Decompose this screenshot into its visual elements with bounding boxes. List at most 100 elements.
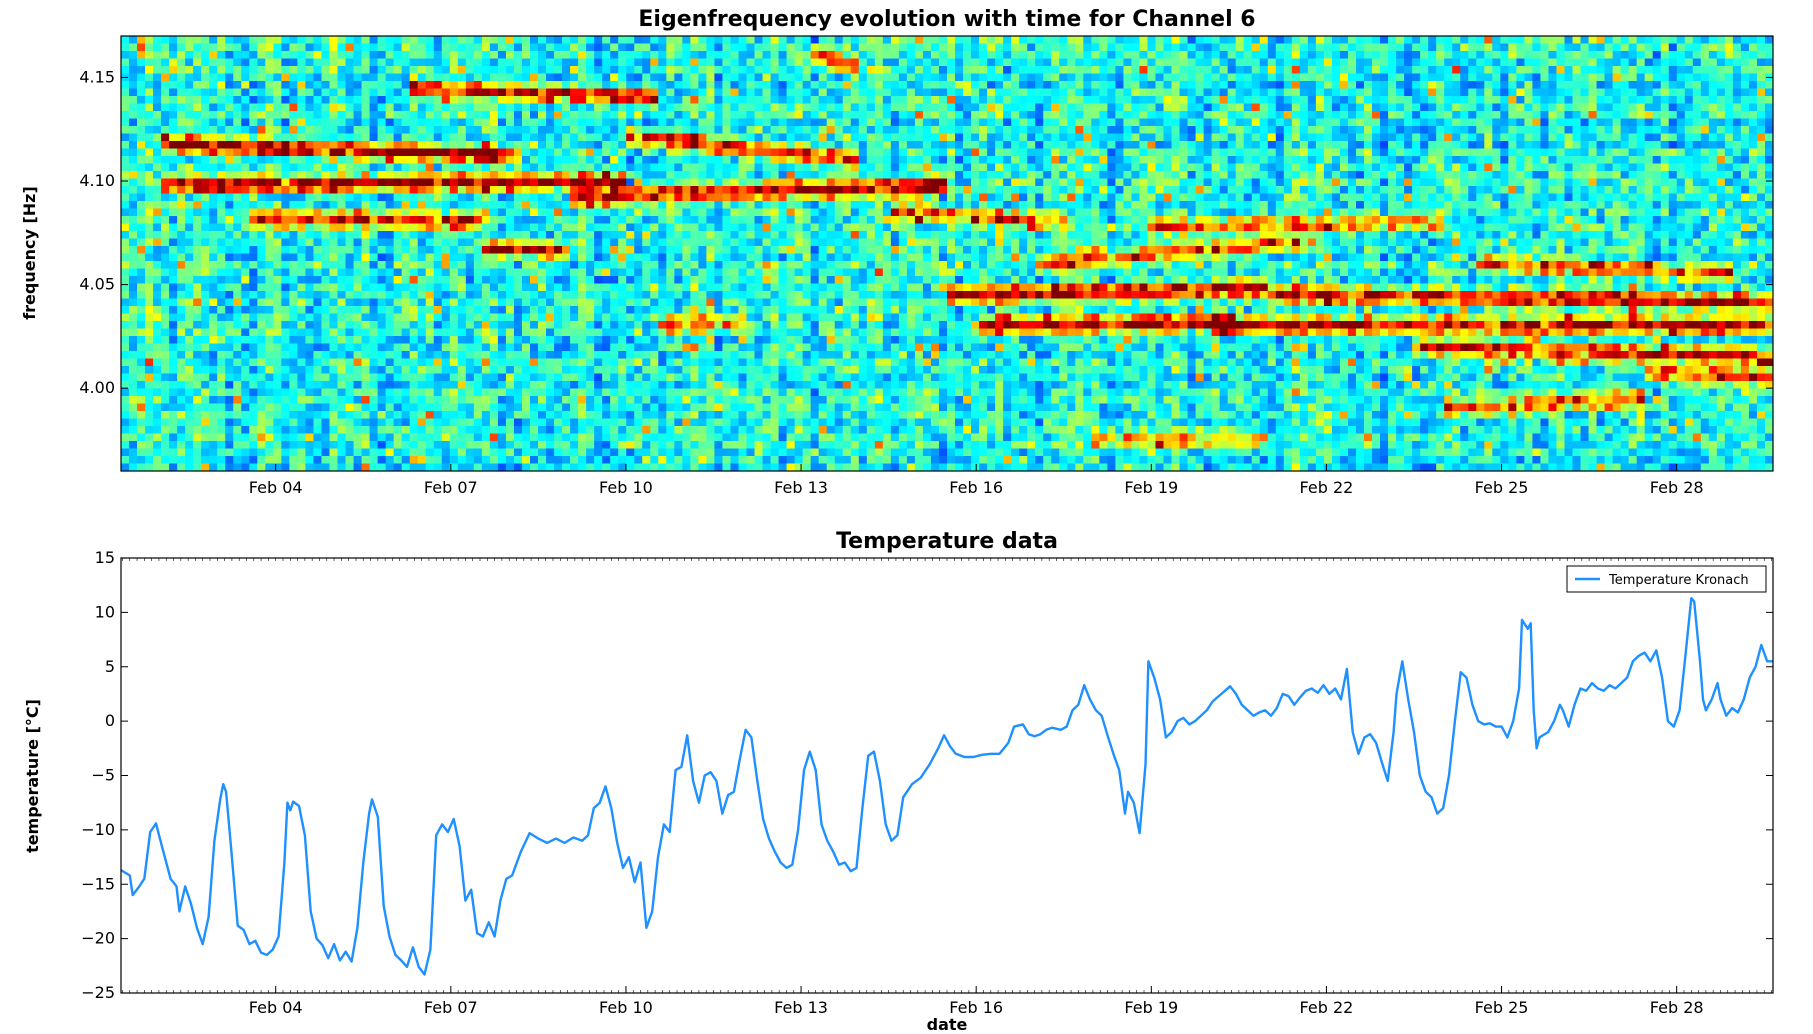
heatmap-cell bbox=[305, 88, 315, 97]
heatmap-cell bbox=[305, 133, 315, 142]
heatmap-cell bbox=[746, 418, 756, 427]
heatmap-cell bbox=[738, 403, 748, 412]
heatmap-cell bbox=[738, 163, 748, 172]
heatmap-cell bbox=[185, 253, 194, 262]
heatmap-cell bbox=[666, 463, 675, 471]
heatmap-cell bbox=[433, 396, 443, 405]
heatmap-cell bbox=[457, 306, 467, 315]
heatmap-cell bbox=[449, 66, 459, 75]
heatmap-cell bbox=[722, 231, 732, 240]
heatmap-cell bbox=[626, 51, 635, 60]
heatmap-cell bbox=[706, 433, 716, 442]
heatmap-cell bbox=[177, 148, 186, 157]
heatmap-cell bbox=[618, 463, 627, 471]
heatmap-cell bbox=[794, 171, 804, 180]
heatmap-cell bbox=[682, 148, 691, 157]
heatmap-cell bbox=[241, 298, 250, 307]
heatmap-cell bbox=[201, 328, 210, 337]
heatmap-cell bbox=[554, 328, 563, 337]
heatmap-cell bbox=[682, 396, 691, 405]
heatmap-cell bbox=[618, 276, 627, 285]
heatmap-cell bbox=[457, 366, 467, 375]
heatmap-cell bbox=[538, 441, 547, 450]
heatmap-cell bbox=[417, 201, 427, 210]
heatmap-cell bbox=[241, 238, 250, 247]
heatmap-cell bbox=[281, 133, 291, 142]
heatmap-cell bbox=[602, 141, 611, 150]
heatmap-cell bbox=[145, 433, 154, 442]
heatmap-cell bbox=[425, 283, 435, 292]
heatmap-cell bbox=[425, 103, 435, 112]
heatmap-cell bbox=[746, 283, 756, 292]
heatmap-cell bbox=[802, 358, 812, 367]
heatmap-cell bbox=[185, 178, 194, 187]
heatmap-cell bbox=[257, 58, 266, 67]
heatmap-cell bbox=[706, 238, 716, 247]
heatmap-cell bbox=[754, 441, 764, 450]
heatmap-cell bbox=[193, 373, 202, 382]
heatmap-cell bbox=[762, 118, 772, 127]
heatmap-cell bbox=[321, 216, 331, 225]
heatmap-cell bbox=[193, 433, 202, 442]
heatmap-cell bbox=[578, 441, 587, 450]
heatmap-cell bbox=[193, 231, 202, 240]
heatmap-cell bbox=[786, 171, 796, 180]
heatmap-cell bbox=[562, 43, 571, 52]
heatmap-cell bbox=[161, 276, 170, 285]
heatmap-cell bbox=[746, 111, 756, 120]
heatmap-cell bbox=[554, 178, 563, 187]
heatmap-cell bbox=[794, 73, 804, 82]
heatmap-cell bbox=[441, 216, 451, 225]
heatmap-cell bbox=[714, 96, 724, 105]
heatmap-cell bbox=[634, 231, 643, 240]
heatmap-cell bbox=[433, 253, 443, 262]
heatmap-cell bbox=[578, 253, 587, 262]
heatmap-cell bbox=[145, 313, 154, 322]
heatmap-cell bbox=[481, 246, 491, 255]
heatmap-cell bbox=[538, 193, 547, 202]
heatmap-cell bbox=[497, 328, 507, 337]
heatmap-cell bbox=[650, 238, 659, 247]
heatmap-cell bbox=[361, 358, 371, 367]
heatmap-cell bbox=[562, 463, 571, 471]
heatmap-cell bbox=[473, 238, 483, 247]
heatmap-cell bbox=[738, 186, 748, 195]
heatmap-cell bbox=[698, 328, 708, 337]
heatmap-cell bbox=[169, 223, 178, 232]
heatmap-cell bbox=[465, 358, 475, 367]
heatmap-cell bbox=[329, 81, 339, 90]
heatmap-cell bbox=[289, 261, 299, 270]
heatmap-cell bbox=[489, 298, 499, 307]
heatmap-cell bbox=[489, 283, 499, 292]
heatmap-cell bbox=[297, 163, 307, 172]
heatmap-cell bbox=[634, 268, 643, 277]
heatmap-cell bbox=[265, 51, 274, 60]
heatmap-cell bbox=[369, 51, 379, 60]
heatmap-cell bbox=[233, 321, 242, 330]
heatmap-cell bbox=[618, 186, 627, 195]
heatmap-cell bbox=[778, 358, 788, 367]
heatmap-cell bbox=[642, 193, 651, 202]
heatmap-cell bbox=[513, 43, 523, 52]
heatmap-cell bbox=[425, 66, 435, 75]
heatmap-cell bbox=[610, 373, 619, 382]
heatmap-cell bbox=[153, 216, 162, 225]
heatmap-cell bbox=[409, 328, 419, 337]
heatmap-cell bbox=[698, 223, 708, 232]
heatmap-cell bbox=[754, 328, 764, 337]
heatmap-cell bbox=[738, 396, 748, 405]
heatmap-cell bbox=[361, 193, 371, 202]
heatmap-cell bbox=[706, 96, 716, 105]
heatmap-cell bbox=[538, 448, 547, 457]
heatmap-cell bbox=[297, 201, 307, 210]
heatmap-cell bbox=[345, 73, 355, 82]
heatmap-cell bbox=[217, 178, 226, 187]
heatmap-cell bbox=[794, 246, 804, 255]
heatmap-cell bbox=[241, 306, 250, 315]
heatmap-cell bbox=[618, 456, 627, 465]
heatmap-cell bbox=[337, 418, 347, 427]
heatmap-cell bbox=[754, 231, 764, 240]
heatmap-cell bbox=[714, 73, 724, 82]
heatmap-cell bbox=[762, 186, 772, 195]
heatmap-cell bbox=[177, 73, 186, 82]
